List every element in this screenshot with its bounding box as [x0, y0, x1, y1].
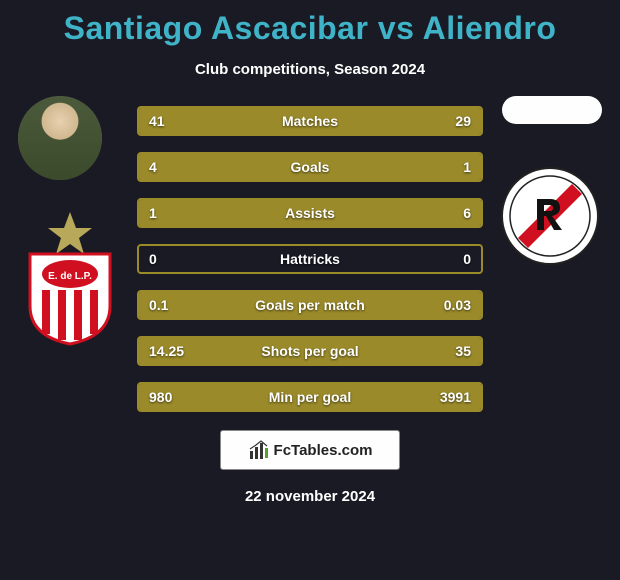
stat-row: 41 Matches 29 [137, 106, 483, 136]
stat-value-right: 35 [445, 343, 481, 359]
stat-value-left: 14.25 [139, 343, 194, 359]
stats-table: 41 Matches 29 4 Goals 1 1 Assists 6 0 Hattricks 0 0.… [137, 106, 483, 412]
stat-value-right: 0.03 [434, 297, 481, 313]
stat-value-left: 1 [139, 205, 167, 221]
stat-value-right: 1 [453, 159, 481, 175]
stat-label: Assists [285, 205, 335, 221]
stat-value-left: 980 [139, 389, 182, 405]
stat-value-left: 41 [139, 113, 175, 129]
stat-value-left: 0 [139, 251, 167, 267]
player2-club-badge [500, 166, 600, 266]
player-avatar-icon [18, 96, 102, 180]
stat-fill-left [139, 154, 413, 180]
player2-photo [502, 96, 602, 124]
stat-row: 0.1 Goals per match 0.03 [137, 290, 483, 320]
stat-row: 14.25 Shots per goal 35 [137, 336, 483, 366]
player1-club-badge: E. de L.P. [20, 206, 120, 346]
stat-value-right: 6 [453, 205, 481, 221]
star-icon [48, 212, 92, 254]
stat-value-right: 3991 [430, 389, 481, 405]
stat-label: Min per goal [269, 389, 351, 405]
chart-icon [248, 439, 270, 461]
source-logo: FcTables.com [220, 430, 400, 470]
stat-label: Shots per goal [261, 343, 358, 359]
stat-value-left: 4 [139, 159, 167, 175]
footer-date: 22 november 2024 [0, 488, 620, 505]
stat-value-left: 0.1 [139, 297, 178, 313]
page-title: Santiago Ascacibar vs Aliendro [0, 0, 620, 47]
svg-text:E. de L.P.: E. de L.P. [48, 271, 92, 282]
stat-value-right: 0 [453, 251, 481, 267]
stat-row: 980 Min per goal 3991 [137, 382, 483, 412]
stat-label: Matches [282, 113, 338, 129]
stat-label: Goals per match [255, 297, 365, 313]
stat-row: 0 Hattricks 0 [137, 244, 483, 274]
page-subtitle: Club competitions, Season 2024 [0, 61, 620, 78]
comparison-area: E. de L.P. 41 Matches 29 4 Goals 1 1 Assists 6 0 H… [0, 106, 620, 412]
stat-label: Hattricks [280, 251, 340, 267]
stat-value-right: 29 [445, 113, 481, 129]
stat-label: Goals [291, 159, 330, 175]
stat-row: 4 Goals 1 [137, 152, 483, 182]
stat-row: 1 Assists 6 [137, 198, 483, 228]
source-logo-text: FcTables.com [274, 442, 373, 459]
player1-photo [18, 96, 102, 180]
